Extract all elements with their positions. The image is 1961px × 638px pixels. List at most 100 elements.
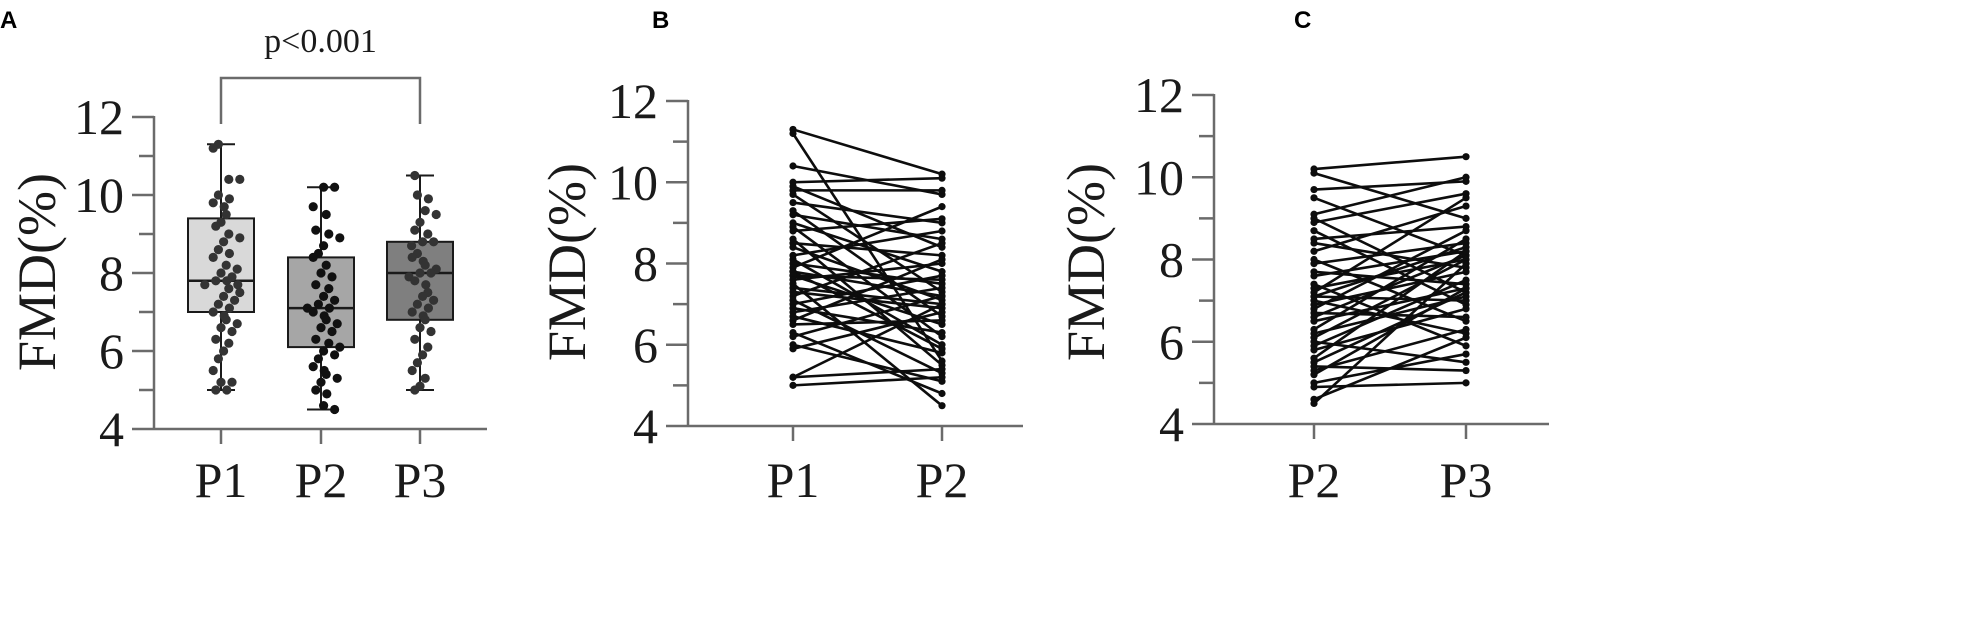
data-point — [213, 354, 223, 364]
panel-b-y-tick-label: 8 — [633, 236, 658, 292]
panel-b-pair-lines — [789, 125, 946, 410]
panel-letter-b: B — [652, 7, 669, 34]
data-point — [319, 182, 329, 192]
pair-point-end — [938, 328, 946, 337]
data-point — [216, 268, 226, 278]
data-point — [321, 209, 331, 220]
panel-c-category-label: P2 — [1288, 452, 1341, 508]
pair-line — [792, 185, 943, 249]
pair-point-start — [1310, 371, 1318, 379]
pair-line — [1313, 225, 1467, 241]
data-point — [412, 358, 422, 368]
data-point — [410, 225, 420, 235]
data-point — [324, 229, 334, 239]
pair-line — [1313, 381, 1467, 389]
pair-point-end — [1462, 235, 1470, 243]
pair-line — [1313, 250, 1467, 360]
data-point — [313, 354, 323, 364]
panel-c-y-tick-label: 4 — [1159, 396, 1184, 452]
pair-point-start — [789, 227, 797, 235]
pair-point-start — [1310, 194, 1318, 202]
panel-c-paired-lines: C FMD(%) 4 6 8 10 12 P2 P3 — [1056, 7, 1549, 508]
data-point — [410, 170, 420, 181]
pair-point-start — [789, 381, 797, 389]
data-point — [208, 143, 218, 153]
data-point — [412, 190, 422, 200]
data-point — [208, 307, 218, 317]
pair-point-end — [1462, 202, 1470, 210]
panel-b-y-axis-title: FMD(%) — [537, 163, 597, 361]
pair-line — [1313, 258, 1467, 339]
pair-line — [792, 286, 943, 314]
data-point — [327, 272, 337, 282]
data-point — [407, 252, 417, 262]
panel-c-y-tick-label: 12 — [1134, 67, 1184, 123]
data-point — [222, 276, 232, 286]
data-point — [324, 284, 334, 294]
pair-point-end — [1462, 366, 1470, 375]
data-point — [418, 237, 428, 247]
data-point — [415, 217, 425, 227]
data-point — [213, 245, 223, 255]
data-point — [319, 346, 329, 356]
pair-line — [1313, 270, 1467, 286]
data-point — [230, 295, 240, 305]
panel-b-y-tick-label: 10 — [608, 154, 658, 210]
panel-b-paired-lines: B FMD(%) 4 6 8 10 12 P1 P2 — [537, 7, 1023, 508]
panel-c-pair-lines — [1310, 153, 1470, 408]
pair-point-end — [938, 255, 946, 264]
data-point — [321, 369, 331, 379]
pair-point-end — [938, 308, 946, 316]
panel-b-y-tick-label: 6 — [633, 317, 658, 373]
panel-a-y-axis-title: FMD(%) — [7, 173, 67, 371]
data-point — [410, 385, 420, 395]
panel-c-y-axis-title: FMD(%) — [1056, 163, 1116, 361]
data-point — [426, 326, 436, 337]
pair-line — [792, 176, 943, 184]
data-point — [227, 326, 237, 337]
pair-point-end — [1462, 379, 1470, 387]
pair-point-start — [1310, 399, 1318, 408]
pair-point-end — [938, 292, 946, 300]
pair-line — [792, 262, 943, 282]
data-point — [420, 260, 430, 270]
pair-point-end — [938, 316, 946, 324]
data-point — [233, 280, 243, 290]
panel-a-axes — [132, 115, 487, 444]
data-point — [235, 287, 245, 298]
panel-a-y-tick-label: 12 — [74, 89, 124, 145]
panel-a-category-label: P3 — [394, 452, 447, 508]
pair-point-end — [1462, 313, 1470, 321]
data-point — [308, 252, 318, 262]
pair-line — [792, 375, 943, 387]
data-point — [332, 319, 342, 329]
data-point — [224, 174, 234, 184]
pair-point-start — [789, 129, 797, 138]
significance-bracket — [219, 76, 422, 124]
panel-b-category-label: P2 — [916, 452, 969, 508]
data-point — [316, 323, 326, 333]
pair-line — [1313, 287, 1467, 376]
data-point — [208, 365, 218, 376]
pair-line — [792, 315, 943, 355]
panel-b-y-tick-label: 4 — [633, 398, 658, 454]
pair-point-start — [1310, 218, 1318, 227]
data-point — [311, 280, 321, 290]
data-point — [429, 295, 439, 305]
pair-point-end — [1462, 276, 1470, 284]
data-point — [219, 291, 229, 301]
pair-point-end — [938, 215, 946, 223]
data-point — [429, 237, 439, 247]
pair-point-start — [789, 320, 797, 329]
pair-point-end — [1462, 342, 1470, 350]
data-point — [308, 362, 318, 372]
data-point — [224, 229, 234, 239]
pair-point-start — [1310, 272, 1318, 280]
data-point — [211, 334, 221, 344]
panel-a-points — [200, 139, 441, 415]
panel-c-category-label: P3 — [1440, 452, 1493, 508]
data-point — [412, 299, 422, 309]
pair-point-start — [1310, 317, 1318, 325]
data-point — [216, 323, 226, 333]
